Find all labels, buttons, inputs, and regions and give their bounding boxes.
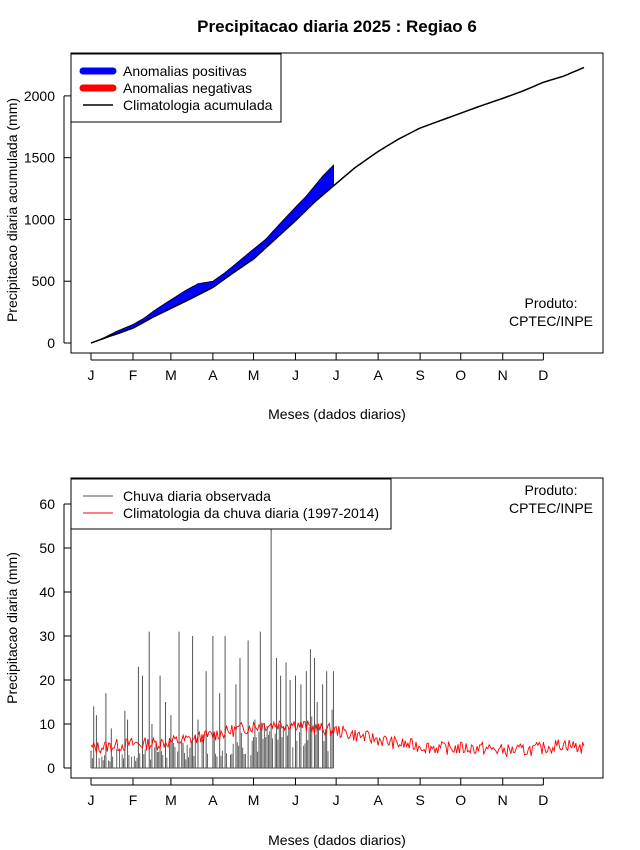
bottom-legend: Chuva diaria observada Climatologia da c… xyxy=(70,478,392,530)
top-x-axis-label: Meses (dados diarios) xyxy=(268,406,406,422)
x-tick-label: J xyxy=(333,792,340,808)
y-tick-label: 0 xyxy=(47,760,55,776)
x-tick-label: M xyxy=(165,367,177,383)
top-legend-box xyxy=(70,53,282,123)
y-tick-label: 10 xyxy=(39,716,55,732)
top-plot-frame xyxy=(70,52,604,354)
x-tick-label: M xyxy=(165,792,177,808)
climatology-accumulated-line xyxy=(90,66,585,344)
y-tick-label: 40 xyxy=(39,584,55,600)
x-tick-label: J xyxy=(292,367,299,383)
x-tick-label: F xyxy=(129,792,138,808)
top-legend: Anomalias positivas Anomalias negativas … xyxy=(70,53,282,123)
x-tick-label: O xyxy=(455,367,466,383)
y-tick-label: 20 xyxy=(39,672,55,688)
x-tick-label: F xyxy=(129,367,138,383)
x-tick-label: A xyxy=(373,367,383,383)
y-tick-label: 500 xyxy=(32,273,56,289)
x-tick-label: J xyxy=(88,792,95,808)
x-tick-label: N xyxy=(498,792,508,808)
x-tick-label: S xyxy=(415,367,424,383)
bottom-note-line-2: CPTEC/INPE xyxy=(509,500,593,516)
legend-observed-label: Chuva diaria observada xyxy=(123,488,271,504)
chart-title: Precipitacao diaria 2025 : Regiao 6 xyxy=(197,17,477,36)
positive-anomaly-area xyxy=(90,164,334,344)
x-tick-label: J xyxy=(333,367,340,383)
top-y-axis-label: Precipitacao diaria acumulada (mm) xyxy=(4,98,20,322)
bottom-note-line-1: Produto: xyxy=(525,482,578,498)
x-tick-label: S xyxy=(415,792,424,808)
y-tick-label: 50 xyxy=(39,540,55,556)
legend-daily-climatology-label: Climatologia da chuva diaria (1997-2014) xyxy=(123,505,379,521)
y-tick-label: 30 xyxy=(39,628,55,644)
x-tick-label: A xyxy=(373,792,383,808)
top-plot-area: J F M A M J J A S O N D 0 500 1000 1500 2000 xyxy=(24,66,585,383)
bottom-plot-frame xyxy=(70,477,604,779)
x-tick-label: O xyxy=(455,792,466,808)
legend-negative-label: Anomalias negativas xyxy=(123,80,252,96)
y-tick-label: 2000 xyxy=(24,88,55,104)
x-tick-label: D xyxy=(538,367,548,383)
y-tick-label: 0 xyxy=(47,335,55,351)
y-tick-label: 1000 xyxy=(24,211,55,227)
legend-positive-label: Anomalias positivas xyxy=(123,63,247,79)
bottom-legend-box xyxy=(70,478,392,530)
x-tick-label: M xyxy=(248,367,260,383)
bottom-x-axis-label: Meses (dados diarios) xyxy=(268,832,406,848)
bottom-y-axis-label: Precipitacao diaria (mm) xyxy=(4,552,20,704)
daily-climatology-line xyxy=(90,720,585,757)
y-tick-label: 60 xyxy=(39,496,55,512)
x-tick-label: J xyxy=(88,367,95,383)
top-note-line-2: CPTEC/INPE xyxy=(509,313,593,329)
x-tick-label: A xyxy=(208,367,218,383)
x-tick-label: A xyxy=(208,792,218,808)
x-tick-label: M xyxy=(248,792,260,808)
bottom-plot-area: J F M A M J J A S O N D 0 10 20 30 40 50 60 xyxy=(39,496,585,808)
legend-climatology-label: Climatologia acumulada xyxy=(123,97,273,113)
top-note-line-1: Produto: xyxy=(525,295,578,311)
y-tick-label: 1500 xyxy=(24,150,55,166)
x-tick-label: N xyxy=(498,367,508,383)
x-tick-label: J xyxy=(292,792,299,808)
x-tick-label: D xyxy=(538,792,548,808)
